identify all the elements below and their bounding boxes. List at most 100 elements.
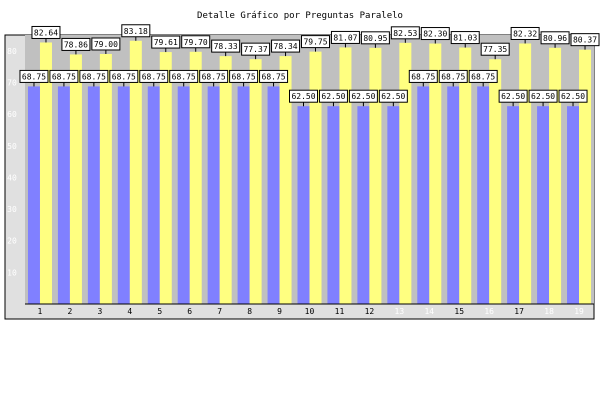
data-label: 62.50 xyxy=(381,92,405,101)
bar xyxy=(459,47,472,305)
x-tick-label: 19 xyxy=(574,307,584,316)
data-label-box xyxy=(438,69,468,83)
data-label: 68.75 xyxy=(202,72,226,81)
x-tick-label: 18 xyxy=(544,307,554,316)
data-label-box xyxy=(330,30,360,44)
bar xyxy=(69,54,82,305)
data-label: 68.75 xyxy=(441,72,465,81)
bar xyxy=(177,86,190,304)
bar xyxy=(279,56,292,305)
data-label-box xyxy=(480,42,510,56)
y-tick-label: 70 xyxy=(7,78,17,87)
bar xyxy=(507,106,520,305)
bar xyxy=(207,86,220,304)
bar xyxy=(297,106,310,305)
y-tick-label: 30 xyxy=(7,205,17,214)
bars xyxy=(27,40,592,305)
data-label: 79.70 xyxy=(184,38,208,47)
bar xyxy=(39,42,52,305)
data-label: 82.64 xyxy=(34,28,58,37)
bar xyxy=(369,47,382,305)
bar xyxy=(147,86,160,304)
data-label: 83.18 xyxy=(124,27,148,36)
bar xyxy=(549,47,562,305)
x-tick-label: 16 xyxy=(484,307,494,316)
data-label: 68.75 xyxy=(172,72,196,81)
bar xyxy=(159,52,172,304)
y-tick-label: 60 xyxy=(7,110,17,119)
data-label-box xyxy=(241,42,271,56)
bar xyxy=(189,51,202,304)
data-label-box xyxy=(181,35,211,49)
data-label: 82.32 xyxy=(513,29,537,38)
data-label: 62.50 xyxy=(351,92,375,101)
data-label-box xyxy=(91,37,121,51)
data-label: 77.35 xyxy=(483,45,507,54)
data-label-box xyxy=(348,89,378,103)
data-label-box xyxy=(169,69,199,83)
x-tick-label: 5 xyxy=(157,307,162,316)
data-label-box xyxy=(528,89,558,103)
data-label-box xyxy=(301,35,330,49)
data-label: 81.03 xyxy=(453,34,477,43)
y-tick-labels: 10 20 30 40 50 60 70 80 xyxy=(7,47,17,278)
data-label-box xyxy=(79,69,109,83)
data-label: 79.00 xyxy=(94,40,118,49)
y-tick-label: 80 xyxy=(7,47,17,56)
x-tick-label: 17 xyxy=(514,307,524,316)
x-tick-label: 4 xyxy=(127,307,132,316)
x-tick-label: 11 xyxy=(335,307,345,316)
data-label-box xyxy=(61,37,91,51)
data-label-box xyxy=(408,69,438,83)
data-label: 79.75 xyxy=(303,38,327,47)
x-tick-label: 13 xyxy=(395,307,405,316)
data-label-box xyxy=(510,26,540,40)
x-tick-label: 1 xyxy=(38,307,43,316)
bar xyxy=(27,86,40,304)
x-tick-label: 8 xyxy=(247,307,252,316)
bar xyxy=(519,43,532,304)
data-label-box xyxy=(468,69,498,83)
bar xyxy=(57,86,70,304)
chart-title: Detalle Gráfico por Preguntas Paralelo xyxy=(197,11,403,21)
data-label-box xyxy=(558,89,588,103)
data-label: 68.75 xyxy=(232,72,256,81)
data-label: 80.95 xyxy=(363,34,387,43)
bar xyxy=(429,43,442,304)
data-label-box xyxy=(211,39,241,53)
data-label: 82.30 xyxy=(423,30,447,39)
data-label: 78.34 xyxy=(274,42,298,51)
data-label-box xyxy=(259,69,289,83)
data-labels: 68.75 82.64 68.75 78.86 68.75 79.00 68.75 83.18… xyxy=(19,24,600,107)
data-label: 68.75 xyxy=(22,72,46,81)
data-label: 62.50 xyxy=(501,92,525,101)
data-label: 68.75 xyxy=(112,72,136,81)
data-label: 68.75 xyxy=(142,72,166,81)
data-label-box xyxy=(450,31,480,45)
data-label-box xyxy=(540,31,570,45)
data-label-box xyxy=(19,69,49,83)
data-label-box xyxy=(31,25,61,39)
bar xyxy=(477,86,490,304)
data-label: 77.37 xyxy=(244,45,268,54)
x-tick-label: 9 xyxy=(277,307,282,316)
bar xyxy=(129,40,142,304)
data-label-box xyxy=(139,69,169,83)
data-label: 62.50 xyxy=(561,92,585,101)
bar xyxy=(99,53,112,304)
x-tick-label: 14 xyxy=(424,307,434,316)
data-label-box xyxy=(121,24,151,38)
bar xyxy=(327,106,340,305)
x-tick-label: 2 xyxy=(68,307,73,316)
bar xyxy=(417,86,430,304)
x-tick-label: 15 xyxy=(454,307,464,316)
bar xyxy=(267,86,280,304)
x-tick-label: 12 xyxy=(365,307,375,316)
bar xyxy=(309,51,322,305)
bar xyxy=(567,106,580,305)
data-label: 80.96 xyxy=(543,34,567,43)
data-label: 68.75 xyxy=(411,72,435,81)
bar xyxy=(489,59,502,305)
y-tick-label: 20 xyxy=(7,237,17,246)
